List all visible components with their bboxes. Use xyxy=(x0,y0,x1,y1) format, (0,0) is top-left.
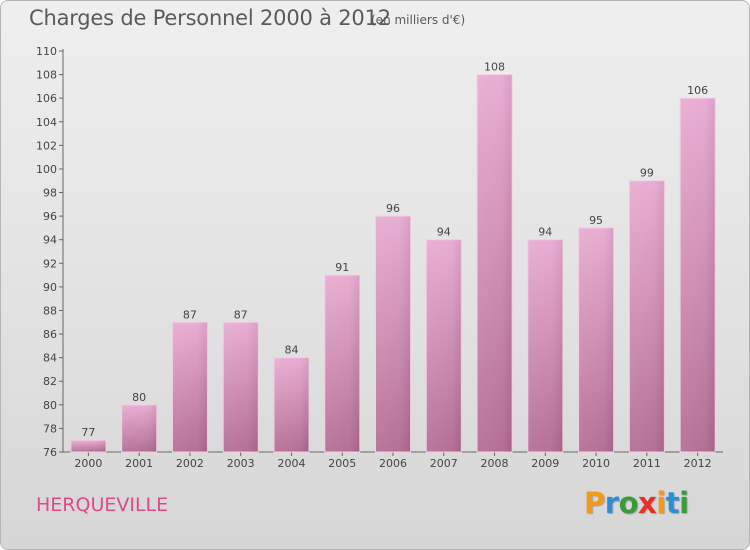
y-tick-label: 80 xyxy=(43,399,57,412)
x-tick-label: 2010 xyxy=(582,457,610,470)
bar-value-label: 95 xyxy=(589,214,603,227)
proxiti-logo: Proxiti xyxy=(584,486,689,520)
y-tick-label: 104 xyxy=(36,116,57,129)
y-tick-label: 88 xyxy=(43,304,57,317)
bar-shine xyxy=(273,357,309,452)
bar-chart: 76 78 80 82 84 86 88 90 92 94 96 98 100 102 104 106 108 1… xyxy=(36,45,723,470)
bar-shine xyxy=(578,227,614,452)
x-tick-label: 2008 xyxy=(481,457,509,470)
y-tick-label: 82 xyxy=(43,375,57,388)
logo-letter: t xyxy=(665,486,680,520)
x-tick-label: 2001 xyxy=(125,457,153,470)
bar-value-label: 96 xyxy=(386,202,400,215)
bar-shine xyxy=(324,275,360,452)
logo-letter: i xyxy=(679,486,689,520)
x-tick-label: 2006 xyxy=(379,457,407,470)
y-tick-label: 86 xyxy=(43,328,57,341)
x-tick-label: 2009 xyxy=(531,457,559,470)
bar-shine xyxy=(375,216,411,452)
bar-value-label: 94 xyxy=(538,226,552,239)
y-tick-label: 92 xyxy=(43,257,57,270)
bar-shine xyxy=(70,440,106,452)
commune-name: HERQUEVILLE xyxy=(36,494,169,516)
bar-shine xyxy=(426,239,462,452)
y-tick-label: 76 xyxy=(43,446,57,459)
y-tick-label: 94 xyxy=(43,234,57,247)
bar-value-label: 94 xyxy=(437,226,451,239)
bar-value-label: 84 xyxy=(284,344,298,357)
logo-letter: P xyxy=(584,486,605,520)
bar-value-label: 91 xyxy=(335,261,349,274)
bar-value-label: 87 xyxy=(183,308,197,321)
bar-shine xyxy=(680,98,716,453)
logo-letter: i xyxy=(656,486,666,520)
bar-shine xyxy=(629,180,665,452)
y-tick-label: 98 xyxy=(43,187,57,200)
y-tick-label: 110 xyxy=(36,45,57,58)
x-tick-label: 2004 xyxy=(277,457,305,470)
bar-shine xyxy=(477,74,513,453)
x-tick-label: 2005 xyxy=(328,457,356,470)
bar-value-label: 99 xyxy=(640,167,654,180)
chart-bars xyxy=(70,74,716,453)
bar-shine xyxy=(172,322,208,452)
bar-shine xyxy=(527,239,563,452)
bar-value-label: 80 xyxy=(132,391,146,404)
bar-value-label: 87 xyxy=(234,308,248,321)
y-tick-label: 108 xyxy=(36,69,57,82)
chart-title: Charges de Personnel 2000 à 2012 xyxy=(29,6,391,30)
x-tick-label: 2002 xyxy=(176,457,204,470)
y-tick-label: 102 xyxy=(36,139,57,152)
x-tick-label: 2000 xyxy=(74,457,102,470)
chart-axes: 76 78 80 82 84 86 88 90 92 94 96 98 100 102 104 106 108 1… xyxy=(36,45,723,459)
y-tick-label: 90 xyxy=(43,281,57,294)
bar-shine xyxy=(121,404,157,452)
chart-labels: 77 2000 80 2001 87 2002 87 2003 84 2004 91 2005 96 20… xyxy=(74,61,711,470)
y-tick-label: 96 xyxy=(43,210,57,223)
logo-letter: o xyxy=(618,486,639,520)
x-tick-label: 2011 xyxy=(633,457,661,470)
y-tick-label: 78 xyxy=(43,422,57,435)
bar-value-label: 108 xyxy=(484,61,505,74)
bar-value-label: 106 xyxy=(687,84,708,97)
x-tick-label: 2007 xyxy=(430,457,458,470)
chart-unit: (en milliers d'€) xyxy=(371,13,466,27)
logo-letter: r xyxy=(604,486,619,520)
y-tick-label: 106 xyxy=(36,92,57,105)
bar-shine xyxy=(223,322,259,452)
x-tick-label: 2012 xyxy=(684,457,712,470)
logo-letter: x xyxy=(638,486,657,520)
y-tick-label: 84 xyxy=(43,352,57,365)
y-tick-label: 100 xyxy=(36,163,57,176)
x-tick-label: 2003 xyxy=(227,457,255,470)
bar-value-label: 77 xyxy=(81,426,95,439)
